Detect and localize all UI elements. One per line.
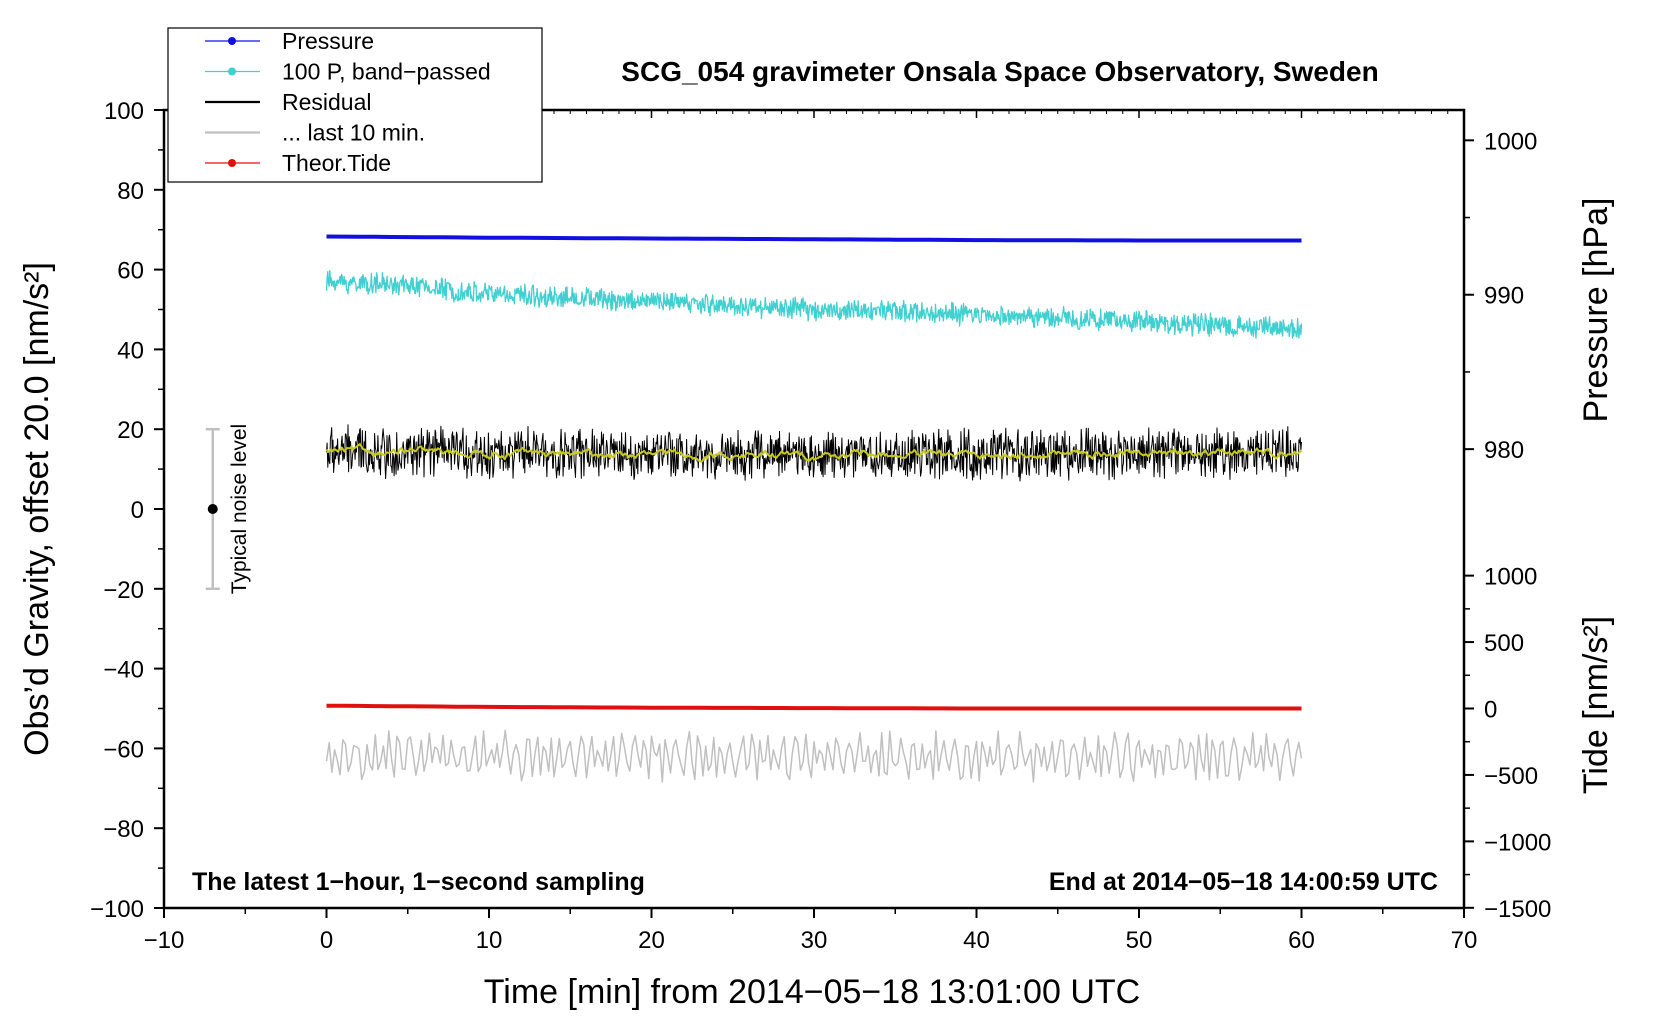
y-tick-label: 20 — [117, 417, 144, 444]
pressure-tick-label: 1000 — [1484, 128, 1537, 155]
x-tick-label: 50 — [1126, 927, 1153, 954]
y-tick-label: 40 — [117, 337, 144, 364]
y-tick-label: 0 — [131, 497, 144, 524]
x-tick-label: 30 — [801, 927, 828, 954]
legend-swatch-marker — [228, 159, 236, 167]
annotation-sampling: The latest 1−hour, 1−second sampling — [192, 868, 645, 896]
x-tick-label: 60 — [1288, 927, 1315, 954]
legend-label: Theor.Tide — [282, 150, 391, 176]
y-tick-label: −80 — [103, 816, 144, 843]
series-line-last-10-min — [325, 729, 1303, 783]
x-axis: −10 0 10 20 30 40 50 60 70 — [144, 110, 1478, 954]
tide-tick-label: −1000 — [1484, 829, 1551, 856]
y-axis-title-left: Obs’d Gravity, offset 20.0 [nm/s²] — [18, 262, 56, 756]
x-axis-title: Time [min] from 2014−05−18 13:01:00 UTC — [484, 973, 1140, 1011]
y-tick-label: −20 — [103, 577, 144, 604]
y-axis-title-tide: Tide [nm/s²] — [1577, 616, 1615, 794]
legend-item: ... last 10 min. — [205, 120, 425, 146]
legend-swatch-marker — [228, 37, 236, 45]
tide-axis: −1500 −1000 −500 0 500 1000 — [1464, 564, 1551, 923]
y-axis-left: −100 −80 −60 −40 −20 0 20 40 60 80 100 — [90, 98, 164, 923]
x-tick-label: 20 — [638, 927, 665, 954]
legend-label: 100 P, band−passed — [282, 59, 491, 85]
series-line-pressure — [326, 234, 1302, 243]
y-tick-label: 80 — [117, 178, 144, 205]
x-tick-label: 10 — [476, 927, 503, 954]
series-line-100-p-band-passed — [325, 269, 1303, 339]
noise-indicator: Typical noise level — [205, 424, 251, 594]
series-layer — [325, 234, 1303, 783]
chart-title: SCG_054 gravimeter Onsala Space Observat… — [621, 56, 1378, 87]
series-line-residual-smoothed — [325, 443, 1302, 463]
y-tick-label: −40 — [103, 657, 144, 684]
y-axis-title-pressure: Pressure [hPa] — [1577, 198, 1615, 423]
legend-swatch-marker — [228, 67, 236, 76]
y-tick-label: 60 — [117, 258, 144, 285]
noise-center-point — [207, 504, 218, 514]
legend-item: Residual — [205, 89, 372, 115]
x-tick-label: 0 — [320, 927, 333, 954]
x-tick-label: 40 — [963, 927, 990, 954]
series-line-theor-tide — [326, 703, 1302, 711]
y-tick-label: −60 — [103, 736, 144, 763]
tide-tick-label: 1000 — [1484, 564, 1537, 591]
x-tick-label: 70 — [1451, 927, 1478, 954]
tide-tick-label: 500 — [1484, 630, 1524, 657]
tide-tick-label: −1500 — [1484, 896, 1551, 923]
pressure-axis: 9809901000101010201030 — [1464, 0, 1537, 464]
y-tick-label: 100 — [104, 98, 144, 125]
tide-tick-label: −500 — [1484, 763, 1538, 790]
legend-label: ... last 10 min. — [282, 120, 425, 146]
legend-items: Pressure 100 P, band−passed Residual ... la… — [205, 28, 491, 176]
series-line-residual — [326, 424, 1302, 482]
legend-item: Pressure — [205, 28, 374, 54]
tide-tick-label: 0 — [1484, 697, 1497, 724]
annotation-end-time: End at 2014−05−18 14:00:59 UTC — [1049, 868, 1438, 896]
pressure-tick-label: 990 — [1484, 283, 1524, 310]
legend-label: Pressure — [282, 28, 374, 54]
pressure-tick-label: 980 — [1484, 437, 1524, 464]
legend-item: Theor.Tide — [205, 150, 391, 176]
legend: Pressure 100 P, band−passed Residual ... la… — [167, 27, 543, 183]
noise-label: Typical noise level — [228, 424, 251, 594]
pressure-tick-label: 1010 — [1484, 0, 1537, 1]
x-tick-label: −10 — [144, 927, 185, 954]
legend-label: Residual — [282, 89, 372, 115]
legend-item: 100 P, band−passed — [205, 59, 491, 85]
legend-box — [167, 27, 543, 183]
y-tick-label: −100 — [90, 896, 144, 923]
